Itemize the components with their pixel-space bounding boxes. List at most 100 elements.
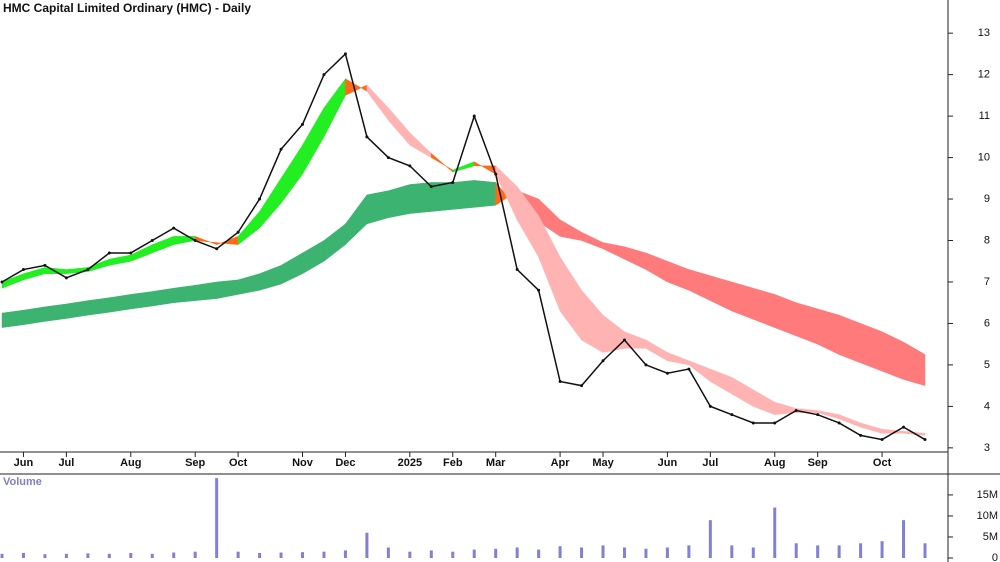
volume-bar xyxy=(558,546,562,558)
ribbon-segment xyxy=(431,182,454,212)
ribbon-segment xyxy=(109,294,132,313)
volume-bar xyxy=(129,552,133,558)
price-point xyxy=(923,438,927,442)
volume-bar xyxy=(730,545,734,558)
price-point xyxy=(172,226,176,230)
ribbon-segment xyxy=(860,323,883,372)
volume-bar xyxy=(365,532,369,558)
x-tick-label: Jul xyxy=(58,457,74,469)
volume-bar xyxy=(601,545,605,558)
volume-bar xyxy=(622,547,626,558)
price-point xyxy=(773,421,777,425)
price-point xyxy=(644,363,648,367)
x-tick-label: Aug xyxy=(120,457,141,469)
x-tick-label: May xyxy=(592,457,614,469)
volume-bar xyxy=(64,553,68,558)
price-point xyxy=(386,156,390,160)
x-tick-label: Jun xyxy=(658,457,678,469)
ribbon-segment xyxy=(152,287,174,307)
volume-bar xyxy=(494,548,498,558)
price-point xyxy=(665,371,669,375)
volume-bar xyxy=(880,541,884,558)
price-point xyxy=(622,338,626,342)
price-point xyxy=(64,276,68,280)
volume-bar xyxy=(408,551,412,558)
volume-bar xyxy=(236,551,240,558)
price-point xyxy=(21,268,25,272)
x-tick-label: Jun xyxy=(14,457,34,469)
y-tick-label: 13 xyxy=(978,27,990,39)
volume-bar xyxy=(837,545,841,558)
price-point xyxy=(150,239,154,243)
x-tick-label: 2025 xyxy=(398,457,422,469)
price-point xyxy=(902,425,906,429)
volume-bar xyxy=(21,552,25,558)
volume-bar xyxy=(708,520,712,558)
y-tick-label: 11 xyxy=(979,110,990,122)
price-point xyxy=(236,230,240,234)
price-point xyxy=(687,367,691,371)
ribbon-segment xyxy=(130,291,153,310)
y-tick-label: 12 xyxy=(978,69,990,81)
y-tick-label: 8 xyxy=(984,234,990,246)
ribbon-segment xyxy=(838,314,861,364)
volume-bar xyxy=(859,543,863,558)
x-tick-label: Apr xyxy=(551,457,571,469)
price-point xyxy=(43,263,47,267)
price-point xyxy=(472,114,476,118)
ribbon-segment xyxy=(66,300,89,319)
x-tick-label: Jul xyxy=(702,457,718,469)
price-point xyxy=(193,239,197,243)
volume-bar xyxy=(923,543,927,558)
ribbon-segment xyxy=(44,303,67,322)
y-tick-label: 5 xyxy=(984,359,990,371)
volume-bar xyxy=(0,553,4,558)
price-line xyxy=(1,52,926,441)
price-point xyxy=(816,413,820,417)
volume-bar xyxy=(751,547,755,558)
volume-bar xyxy=(322,551,326,558)
volume-bar xyxy=(343,550,347,558)
x-tick-label: Sep xyxy=(185,457,205,469)
volume-bar xyxy=(472,549,476,558)
y-tick-label: 6 xyxy=(984,317,990,329)
x-tick-label: Feb xyxy=(443,457,463,469)
volume-bar xyxy=(429,550,433,558)
volume-bar xyxy=(773,507,777,558)
x-tick-label: Aug xyxy=(764,457,785,469)
price-point xyxy=(107,251,111,255)
volume-bar xyxy=(687,545,691,558)
y-tick-label: 10 xyxy=(978,151,990,163)
price-point xyxy=(601,359,605,363)
ribbon-segment xyxy=(409,182,432,214)
volume-bar xyxy=(258,552,262,558)
x-tick-label: Mar xyxy=(486,457,506,469)
volume-bar xyxy=(172,552,176,558)
price-point xyxy=(794,409,798,413)
ribbon-segment xyxy=(194,281,217,301)
price-point xyxy=(558,380,562,384)
volume-bar xyxy=(816,545,820,558)
y-tick-label: 0 xyxy=(992,552,998,562)
price-point xyxy=(515,268,519,272)
y-tick-label: 5M xyxy=(983,531,998,543)
volume-bar xyxy=(665,547,669,558)
price-point xyxy=(537,288,541,292)
volume-bar xyxy=(193,551,197,558)
price-point xyxy=(365,135,369,139)
price-point xyxy=(494,172,498,176)
price-point xyxy=(322,73,326,77)
x-tick-label: Nov xyxy=(292,457,314,469)
ribbon-segment xyxy=(23,306,46,325)
volume-bar xyxy=(301,552,305,558)
price-point xyxy=(708,404,712,408)
price-point xyxy=(580,384,584,388)
y-tick-label: 3 xyxy=(984,442,990,454)
y-tick-label: 4 xyxy=(984,400,990,412)
ribbon-segment xyxy=(452,180,475,210)
volume-bar xyxy=(902,520,906,558)
price-point xyxy=(129,251,133,255)
price-point xyxy=(343,52,347,56)
ribbon-segment xyxy=(473,180,496,208)
